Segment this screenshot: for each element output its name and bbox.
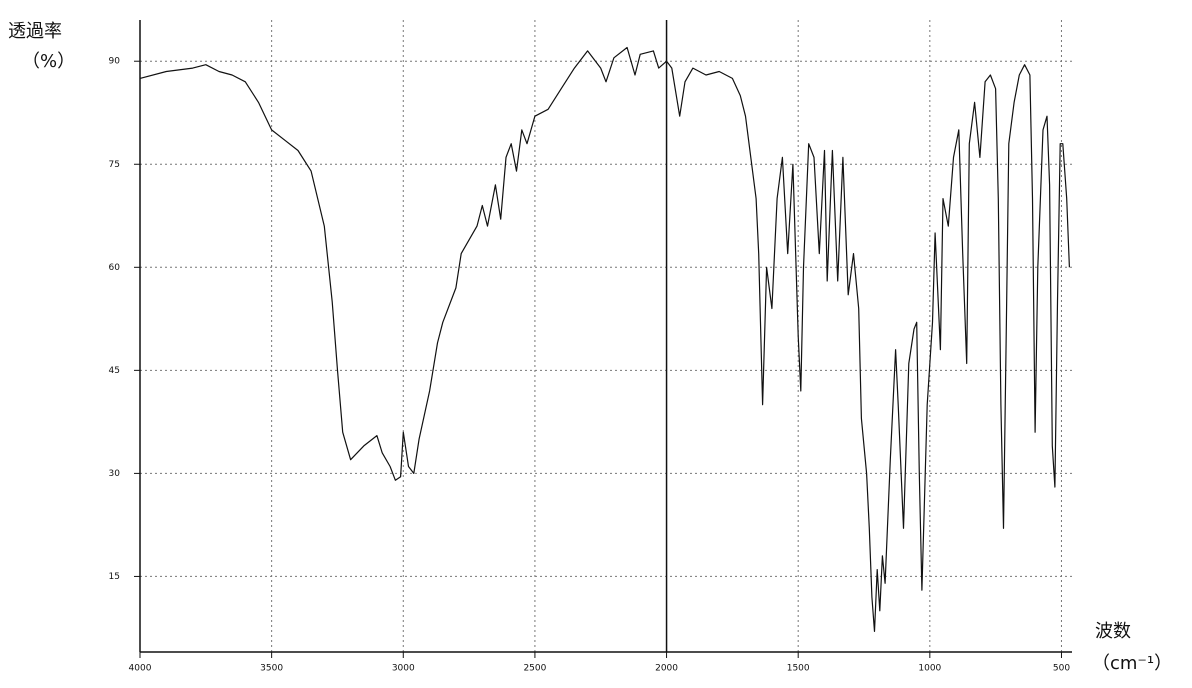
x-axis-label: 波数	[1095, 621, 1131, 642]
x-tick-label: 2000	[655, 664, 678, 674]
x-tick-label: 1500	[787, 664, 810, 674]
y-tick-label: 15	[109, 572, 120, 582]
y-tick-label: 75	[109, 160, 120, 170]
x-tick-label: 3500	[260, 664, 283, 674]
x-tick-label: 1000	[918, 664, 941, 674]
x-axis-unit: （cm⁻¹）	[1092, 653, 1172, 674]
y-tick-label: 90	[109, 57, 121, 67]
y-tick-label: 30	[109, 469, 121, 479]
x-tick-label: 500	[1053, 664, 1070, 674]
y-axis-unit: （%）	[22, 51, 75, 72]
y-tick-label: 45	[109, 366, 120, 376]
x-tick-label: 4000	[129, 664, 152, 674]
x-tick-label: 2500	[523, 664, 546, 674]
y-tick-label: 60	[109, 263, 121, 273]
y-axis-label: 透過率	[8, 21, 62, 42]
spectrum-line	[139, 46, 1070, 632]
x-tick-label: 3000	[392, 664, 415, 674]
